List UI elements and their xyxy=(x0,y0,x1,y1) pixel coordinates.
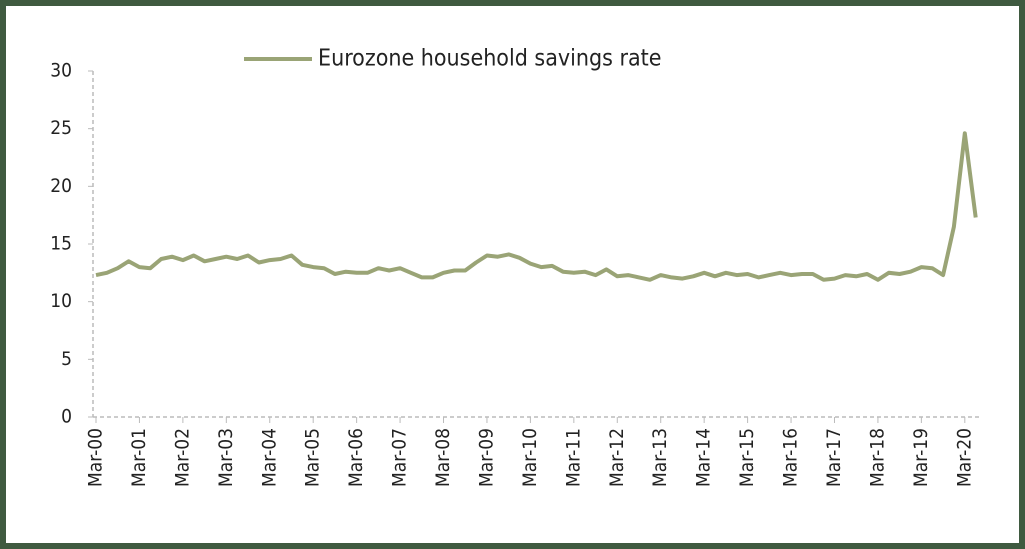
x-tick-label: Mar-09 xyxy=(475,428,497,487)
x-tick-label: Mar-14 xyxy=(693,428,715,487)
x-tick-label: Mar-20 xyxy=(953,428,975,487)
x-tick-label: Mar-06 xyxy=(345,428,367,487)
x-tick-label: Mar-02 xyxy=(171,428,193,487)
y-tick-label: 0 xyxy=(61,406,72,428)
x-tick-label: Mar-07 xyxy=(389,428,411,487)
series-line xyxy=(95,131,978,282)
x-tick-label: Mar-17 xyxy=(823,428,845,487)
x-tick-label: Mar-00 xyxy=(85,428,107,487)
legend-label: Eurozone household savings rate xyxy=(318,46,662,72)
y-tick-label: 5 xyxy=(61,348,72,370)
x-tick-label: Mar-01 xyxy=(128,428,150,487)
x-tick-label: Mar-16 xyxy=(780,428,802,487)
y-tick-label: 20 xyxy=(50,175,72,197)
x-tick-label: Mar-13 xyxy=(649,428,671,487)
x-tick-label: Mar-15 xyxy=(736,428,758,487)
x-tick-label: Mar-03 xyxy=(215,428,237,487)
y-tick-label: 30 xyxy=(50,60,72,82)
y-tick-label: 15 xyxy=(50,233,72,255)
x-tick-label: Mar-05 xyxy=(302,428,324,487)
x-tick-label: Mar-04 xyxy=(258,428,280,487)
x-tick-label: Mar-10 xyxy=(519,428,541,487)
x-tick-label: Mar-08 xyxy=(432,428,454,487)
y-tick-label: 10 xyxy=(50,290,72,312)
x-tick-label: Mar-19 xyxy=(910,428,932,487)
x-tick-label: Mar-11 xyxy=(562,428,584,487)
x-tick-label: Mar-18 xyxy=(866,428,888,487)
x-tick-label: Mar-12 xyxy=(606,428,628,487)
y-tick-label: 25 xyxy=(50,117,72,139)
